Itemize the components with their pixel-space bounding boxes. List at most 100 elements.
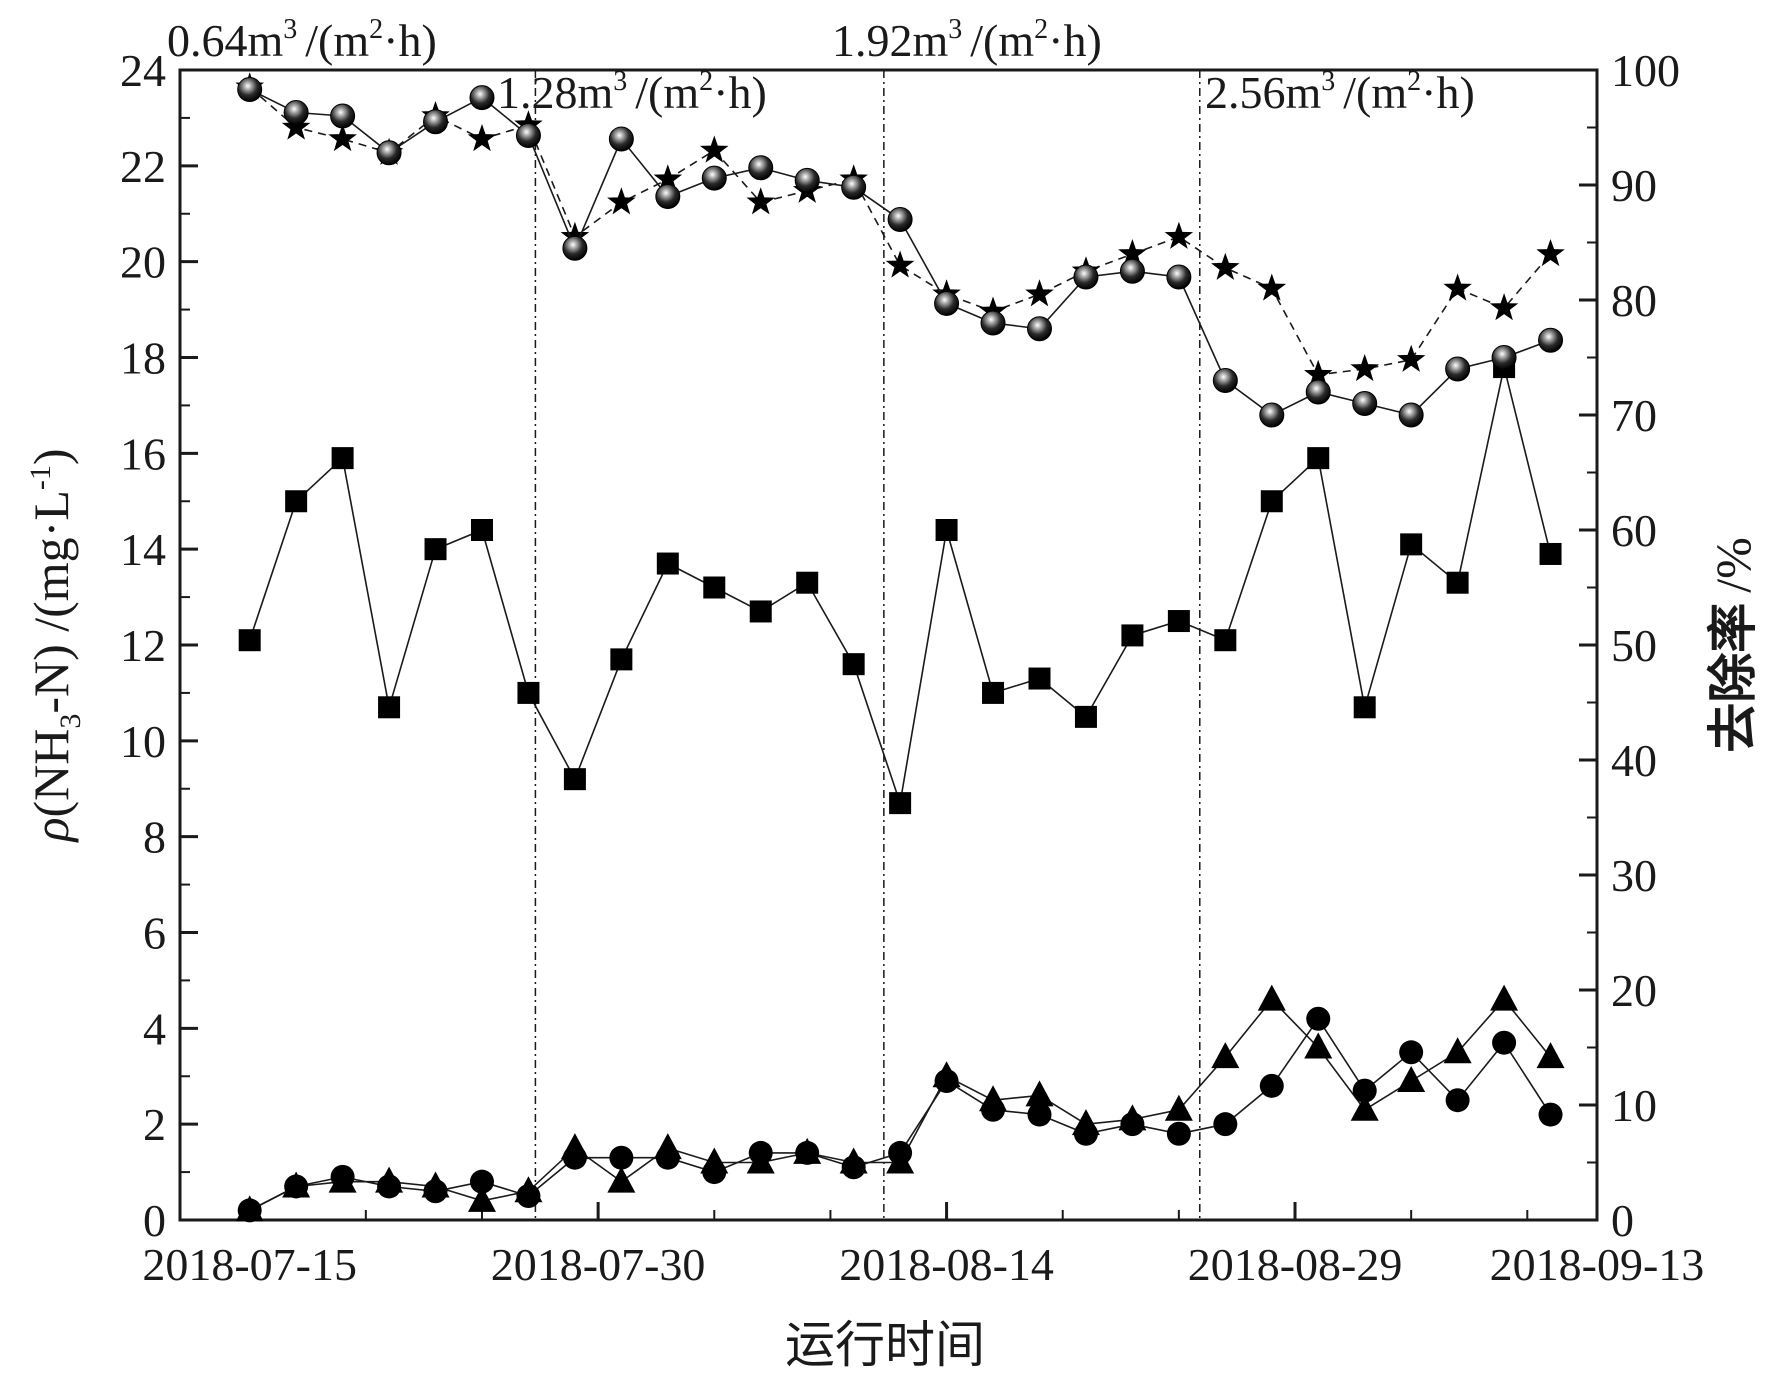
series-influent xyxy=(238,356,1562,815)
data-point-star xyxy=(560,221,590,249)
data-point-triangle xyxy=(1443,1037,1472,1064)
data-point-square xyxy=(796,571,819,594)
series-line-removal-star xyxy=(249,86,1552,376)
data-point-square xyxy=(517,681,540,704)
data-point-star xyxy=(653,164,683,192)
data-point-triangle xyxy=(1397,1066,1426,1093)
data-point-star xyxy=(746,187,775,215)
data-point-star xyxy=(1304,359,1333,387)
data-point-ball xyxy=(701,165,727,191)
data-point-ball xyxy=(1352,391,1378,416)
data-point-ball xyxy=(515,123,541,149)
y2-tick-label: 50 xyxy=(1611,620,1657,671)
data-point-circle xyxy=(1399,1040,1424,1065)
data-point-star xyxy=(467,124,497,152)
data-point-triangle xyxy=(1211,1042,1240,1069)
data-point-square xyxy=(610,648,633,671)
data-point-circle xyxy=(609,1145,634,1170)
data-point-ball xyxy=(887,207,913,232)
data-point-ball xyxy=(794,167,820,193)
y-tick-label: 18 xyxy=(120,333,166,384)
data-point-circle xyxy=(284,1174,309,1199)
series-line-effluent-triangle xyxy=(249,998,1552,1212)
data-point-star xyxy=(700,135,729,163)
y-tick-label: 22 xyxy=(120,141,166,192)
data-point-circle xyxy=(1352,1078,1377,1103)
data-point-circle xyxy=(795,1140,820,1165)
data-point-triangle xyxy=(1257,984,1286,1011)
y2-tick-label: 0 xyxy=(1611,1195,1634,1246)
data-point-circle xyxy=(934,1069,959,1094)
y2-tick-label: 10 xyxy=(1611,1080,1657,1131)
y-tick-label: 6 xyxy=(143,908,166,959)
y-tick-label: 12 xyxy=(120,620,166,671)
data-point-ball xyxy=(1073,264,1099,290)
y-tick-label: 4 xyxy=(143,1003,166,1054)
data-point-ball xyxy=(934,290,960,316)
data-point-circle xyxy=(1492,1030,1517,1055)
data-point-ball xyxy=(1259,402,1285,428)
x-tick-label: 2018-07-30 xyxy=(491,1239,706,1290)
phase-label-2: 1.28m3/(m2·h) xyxy=(497,66,767,118)
data-point-ball xyxy=(237,77,263,103)
data-point-square xyxy=(1028,667,1051,690)
data-point-ball xyxy=(376,140,402,166)
data-point-ball xyxy=(1212,368,1238,393)
data-point-circle xyxy=(981,1097,1006,1122)
data-point-circle xyxy=(1027,1102,1052,1127)
phase-label-3: 1.92m3/(m2·h) xyxy=(832,14,1102,66)
data-point-square xyxy=(749,600,772,623)
data-point-circle xyxy=(330,1164,355,1189)
data-point-ball xyxy=(1166,264,1192,290)
data-point-ball xyxy=(1491,345,1517,370)
data-point-square xyxy=(378,696,401,719)
data-point-square xyxy=(285,490,308,513)
y2-tick-label: 30 xyxy=(1611,850,1657,901)
data-point-square xyxy=(1121,624,1144,647)
x-axis: 2018-07-15 2018-07-30 2018-08-14 2018-08-29… xyxy=(142,1202,1704,1290)
data-point-ball xyxy=(1305,379,1331,405)
data-point-square xyxy=(1214,629,1237,652)
data-point-circle xyxy=(1259,1073,1284,1098)
x-tick-label: 2018-09-13 xyxy=(1490,1239,1705,1290)
data-point-square xyxy=(470,519,493,541)
data-point-square xyxy=(1446,571,1469,594)
data-point-ball xyxy=(1119,258,1145,284)
phase-dividers xyxy=(534,70,1201,1220)
y2-tick-label: 90 xyxy=(1611,160,1657,211)
data-point-square xyxy=(842,653,865,676)
data-point-ball xyxy=(283,100,309,126)
data-point-ball xyxy=(1538,327,1564,353)
data-point-ball xyxy=(1445,356,1471,382)
y2-tick-label: 60 xyxy=(1611,505,1657,556)
y2-tick-label: 100 xyxy=(1611,45,1680,96)
data-point-star xyxy=(328,124,357,152)
data-point-star xyxy=(978,296,1008,324)
x-tick-label: 2018-08-29 xyxy=(1188,1239,1403,1290)
y2-tick-label: 40 xyxy=(1611,735,1657,786)
data-point-ball xyxy=(469,85,495,111)
data-point-star xyxy=(1489,293,1519,321)
y-axis-title: ρ(NH3-N) /(mg·L-1) xyxy=(23,448,87,843)
data-point-square xyxy=(982,681,1005,704)
data-point-circle xyxy=(702,1160,727,1185)
data-point-star xyxy=(1536,239,1565,267)
data-point-triangle xyxy=(1350,1094,1379,1121)
data-point-square xyxy=(1400,533,1423,556)
data-point-triangle xyxy=(1304,1032,1333,1059)
data-point-triangle xyxy=(1025,1080,1054,1107)
data-point-star xyxy=(1025,279,1054,307)
data-point-triangle xyxy=(1164,1094,1193,1121)
data-point-square xyxy=(1167,610,1190,633)
data-point-square xyxy=(656,552,679,575)
data-point-square xyxy=(889,792,912,815)
data-point-ball xyxy=(748,155,774,181)
data-point-square xyxy=(703,576,726,599)
data-point-circle xyxy=(237,1198,262,1223)
series-removal-ball xyxy=(237,77,1564,428)
data-point-circle xyxy=(1073,1121,1098,1146)
y-tick-label: 10 xyxy=(120,716,166,767)
data-point-square xyxy=(1353,696,1376,719)
data-point-circle xyxy=(516,1184,541,1209)
